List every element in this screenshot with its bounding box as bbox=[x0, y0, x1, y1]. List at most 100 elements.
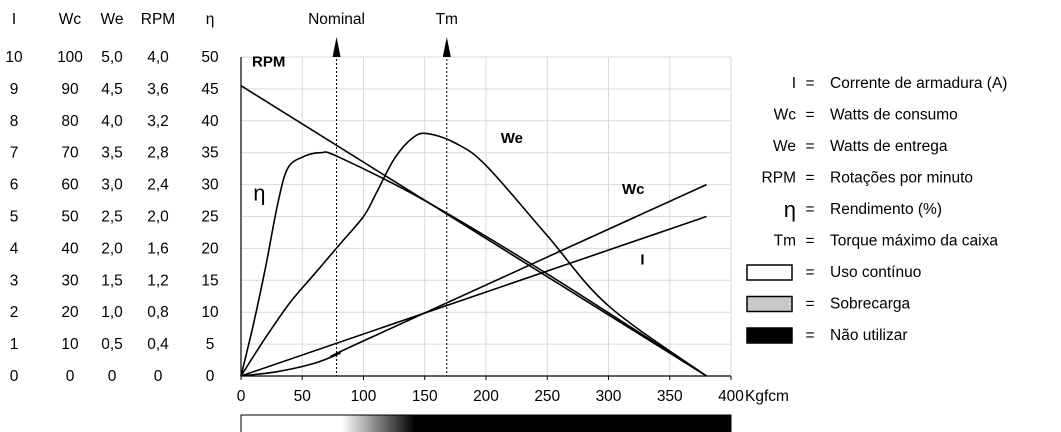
tick-label-row-5-col-2: 2,5 bbox=[101, 209, 123, 226]
tick-label-row-2-col-4: 40 bbox=[201, 113, 219, 130]
legend-equals: = bbox=[805, 327, 814, 344]
x-tick-label: 0 bbox=[237, 388, 246, 405]
tick-label-row-10-col-1: 0 bbox=[66, 368, 75, 385]
tick-label-row-8-col-0: 2 bbox=[10, 304, 19, 321]
tick-label-row-1-col-2: 4,5 bbox=[101, 81, 123, 98]
tick-label-row-5-col-0: 5 bbox=[10, 209, 19, 226]
tick-label-row-9-col-0: 1 bbox=[10, 336, 19, 353]
tick-label-row-3-col-4: 35 bbox=[201, 145, 218, 162]
tick-label-row-0-col-0: 10 bbox=[5, 49, 23, 66]
tick-label-row-7-col-3: 1,2 bbox=[147, 272, 169, 289]
legend-equals: = bbox=[805, 264, 814, 281]
legend-symbol: Tm bbox=[774, 233, 796, 250]
legend-swatch bbox=[746, 327, 793, 344]
tick-label-row-7-col-2: 1,5 bbox=[101, 272, 123, 289]
legend-symbol: I bbox=[792, 75, 796, 92]
reference-markers: Nominal Tm bbox=[308, 11, 458, 376]
marker-label: Nominal bbox=[308, 11, 365, 28]
series-label: I bbox=[640, 251, 644, 268]
legend-equals: = bbox=[805, 296, 814, 313]
tick-label-row-3-col-1: 70 bbox=[61, 145, 79, 162]
legend-equals: = bbox=[805, 201, 814, 218]
series-line-rpm bbox=[240, 85, 707, 377]
legend-text: Rotações por minuto bbox=[830, 170, 973, 187]
tick-label-row-2-col-2: 4,0 bbox=[101, 113, 123, 130]
x-tick-label: 300 bbox=[596, 388, 622, 405]
tick-label-row-4-col-2: 3,0 bbox=[101, 177, 123, 194]
tick-label-row-2-col-0: 8 bbox=[10, 113, 19, 130]
tick-label-row-10-col-4: 0 bbox=[206, 368, 215, 385]
series-label: Wc bbox=[622, 181, 645, 198]
tick-label-row-9-col-1: 10 bbox=[61, 336, 79, 353]
tick-label-row-0-col-2: 5,0 bbox=[101, 49, 123, 66]
series-line- bbox=[240, 151, 707, 377]
legend-symbol: We bbox=[773, 138, 796, 155]
tick-label-row-1-col-4: 45 bbox=[201, 81, 218, 98]
axis-header-0: I bbox=[12, 11, 16, 28]
tick-label-row-10-col-3: 0 bbox=[154, 368, 163, 385]
series-labels: RPM η We Wc I bbox=[252, 54, 644, 269]
tick-label-row-10-col-2: 0 bbox=[108, 368, 117, 385]
x-axis: 0 50 100 150 200 250 300 350 400 Kgfcm bbox=[237, 57, 789, 405]
tick-label-row-0-col-3: 4,0 bbox=[147, 49, 169, 66]
x-tick-label: 350 bbox=[657, 388, 683, 405]
tick-label-row-7-col-0: 3 bbox=[10, 272, 19, 289]
tick-label-row-3-col-3: 2,8 bbox=[147, 145, 169, 162]
tick-label-row-2-col-1: 80 bbox=[61, 113, 79, 130]
tick-label-row-6-col-1: 40 bbox=[61, 240, 79, 257]
legend-text: Watts de entrega bbox=[830, 138, 948, 155]
tick-label-row-9-col-4: 5 bbox=[206, 336, 215, 353]
axis-header-4: η bbox=[206, 11, 215, 28]
tick-label-row-6-col-3: 1,6 bbox=[147, 240, 169, 257]
grid-lines bbox=[240, 56, 732, 377]
series-label: η bbox=[253, 181, 265, 206]
tick-label-row-2-col-3: 3,2 bbox=[147, 113, 169, 130]
legend: I = Corrente de armadura (A) Wc = Watts de co… bbox=[746, 75, 1007, 344]
axis-header-3: RPM bbox=[141, 11, 175, 28]
legend-equals: = bbox=[805, 170, 814, 187]
tick-label-row-1-col-3: 3,6 bbox=[147, 81, 169, 98]
x-tick-label: 50 bbox=[294, 388, 312, 405]
tick-label-row-3-col-0: 7 bbox=[10, 145, 19, 162]
tick-label-row-6-col-4: 20 bbox=[201, 240, 219, 257]
tick-label-row-8-col-2: 1,0 bbox=[101, 304, 123, 321]
legend-text: Sobrecarga bbox=[830, 296, 911, 313]
y-axis-scale-table: I Wc We RPM η10 100 5,0 4,0 509 90 4,5 3,6 458 80 4,0 3… bbox=[5, 11, 219, 385]
tick-label-row-9-col-2: 0,5 bbox=[101, 336, 123, 353]
x-tick-label: 250 bbox=[534, 388, 560, 405]
series-line-we bbox=[240, 132, 707, 377]
axis-header-2: We bbox=[101, 11, 124, 28]
legend-text: Watts de consumo bbox=[830, 107, 958, 124]
tick-label-row-5-col-4: 25 bbox=[201, 209, 218, 226]
tick-label-row-1-col-1: 90 bbox=[61, 81, 79, 98]
legend-symbol: Wc bbox=[774, 107, 797, 124]
axis-header-1: Wc bbox=[59, 11, 82, 28]
legend-equals: = bbox=[805, 107, 814, 124]
tick-label-row-7-col-1: 30 bbox=[61, 272, 79, 289]
tick-label-row-6-col-0: 4 bbox=[10, 240, 19, 257]
tick-label-row-9-col-3: 0,4 bbox=[147, 336, 169, 353]
legend-text: Não utilizar bbox=[830, 327, 908, 344]
legend-equals: = bbox=[805, 233, 814, 250]
legend-symbol: RPM bbox=[762, 170, 796, 187]
tick-label-row-4-col-3: 2,4 bbox=[147, 177, 169, 194]
marker-arrow-icon bbox=[332, 37, 341, 57]
legend-text: Corrente de armadura (A) bbox=[830, 75, 1007, 92]
x-tick-label: 100 bbox=[351, 388, 377, 405]
marker-arrow-icon bbox=[442, 37, 451, 57]
tick-label-row-8-col-1: 20 bbox=[61, 304, 79, 321]
tick-label-row-4-col-0: 6 bbox=[10, 177, 19, 194]
series-label: RPM bbox=[252, 54, 285, 71]
legend-text: Rendimento (%) bbox=[830, 201, 942, 218]
legend-equals: = bbox=[805, 75, 814, 92]
legend-text: Torque máximo da caixa bbox=[830, 233, 998, 250]
legend-text: Uso contínuo bbox=[830, 264, 921, 281]
legend-swatch bbox=[746, 295, 793, 313]
series-lines bbox=[240, 85, 707, 377]
tick-label-row-6-col-2: 2,0 bbox=[101, 240, 123, 257]
x-tick-label: 400 bbox=[718, 388, 744, 405]
tick-label-row-3-col-2: 3,5 bbox=[101, 145, 123, 162]
usage-zone-bar-rect bbox=[240, 414, 732, 432]
tick-label-row-7-col-4: 15 bbox=[201, 272, 218, 289]
